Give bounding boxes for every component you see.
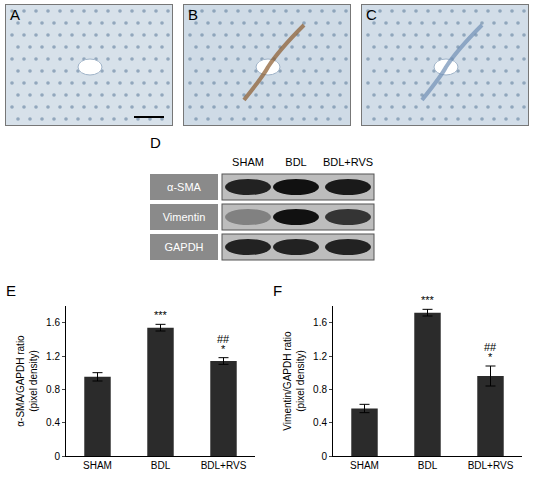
html-text:E: E (6, 282, 16, 299)
svg-text:BDL: BDL (151, 460, 171, 471)
svg-text:1.2: 1.2 (313, 351, 327, 362)
svg-text:##: ## (217, 333, 230, 345)
svg-text:*: * (221, 343, 226, 355)
html-text:F: F (273, 282, 283, 299)
svg-text:0.8: 0.8 (46, 384, 60, 395)
svg-text:SHAM: SHAM (350, 460, 379, 471)
svg-text:0.8: 0.8 (313, 384, 327, 395)
html-text:D: D (150, 134, 161, 151)
svg-text:BDL: BDL (285, 156, 306, 168)
svg-text:SHAM: SHAM (232, 156, 264, 168)
html-text:B: B (188, 6, 198, 23)
svg-text:SHAM: SHAM (83, 460, 112, 471)
svg-text:Vimentin: Vimentin (163, 211, 206, 223)
html-text:C: C (366, 6, 377, 23)
svg-text:0.4: 0.4 (313, 417, 327, 428)
svg-text:GAPDH: GAPDH (164, 241, 203, 253)
svg-text:***: *** (154, 309, 168, 321)
svg-text:1.2: 1.2 (46, 351, 60, 362)
svg-text:BDL+RVS: BDL+RVS (201, 460, 247, 471)
svg-text:Vimentin/GAPDH ratio(pixel den: Vimentin/GAPDH ratio(pixel density) (282, 331, 306, 431)
svg-text:0: 0 (321, 451, 327, 462)
svg-text:1.6: 1.6 (46, 317, 60, 328)
svg-text:α-SMA: α-SMA (167, 181, 202, 193)
svg-text:0: 0 (54, 451, 60, 462)
svg-text:α-SMA/GAPDH ratio(pixel densit: α-SMA/GAPDH ratio(pixel density) (15, 335, 39, 427)
svg-text:0.4: 0.4 (46, 417, 60, 428)
html-text:A: A (10, 6, 20, 23)
svg-text:1.6: 1.6 (313, 317, 327, 328)
svg-text:*: * (488, 351, 493, 363)
svg-text:BDL: BDL (418, 460, 438, 471)
svg-text:BDL+RVS: BDL+RVS (468, 460, 514, 471)
svg-text:***: *** (421, 294, 435, 306)
svg-text:BDL+RVS: BDL+RVS (323, 156, 373, 168)
svg-text:##: ## (484, 341, 497, 353)
